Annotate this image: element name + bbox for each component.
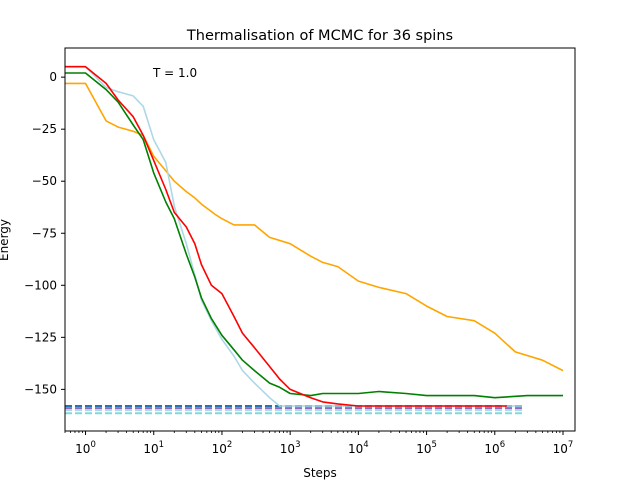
axes-frame	[64, 47, 576, 432]
series-line-3	[65, 72, 563, 399]
axis-ticks: 100 101 102 103 104 105 106 107 0 −25 −50 −75 −100 −1…	[24, 70, 573, 456]
x-tick-label: 107	[553, 440, 574, 456]
y-tick-label: −150	[24, 382, 57, 396]
y-tick-label: −125	[24, 330, 57, 344]
y-axis-label: Energy	[0, 219, 11, 261]
y-tick-label: −75	[32, 226, 57, 240]
y-tick-label: −100	[24, 278, 57, 292]
x-axis-label: Steps	[303, 466, 337, 480]
temperature-annotation: T = 1.0	[152, 66, 197, 80]
y-tick-label: −25	[32, 122, 57, 136]
x-tick-label: 102	[212, 440, 233, 456]
chart-title: Thermalisation of MCMC for 36 spins	[186, 28, 453, 44]
series-line-4	[65, 65, 507, 407]
x-tick-label: 101	[143, 440, 164, 456]
y-tick-label: −50	[32, 174, 57, 188]
x-tick-label: 100	[75, 440, 96, 456]
x-tick-label: 103	[280, 440, 301, 456]
x-tick-label: 105	[416, 440, 437, 456]
x-tick-label: 104	[348, 440, 369, 456]
plot-area	[65, 65, 564, 415]
y-tick-label: 0	[49, 70, 57, 84]
x-tick-label: 106	[484, 440, 505, 456]
